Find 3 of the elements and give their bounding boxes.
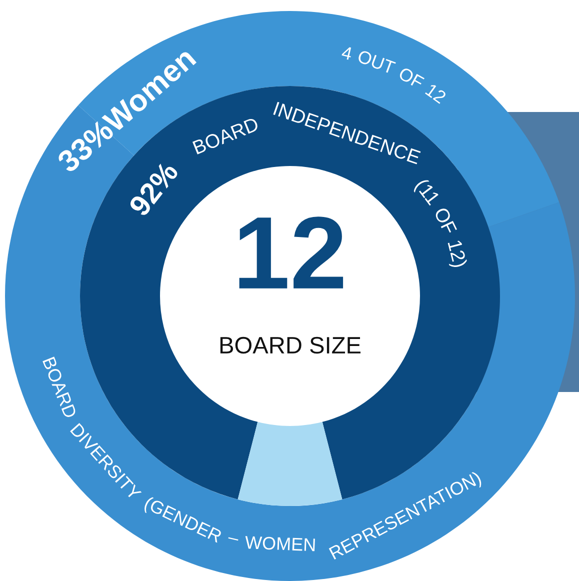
text: BOARD SIZE [220,336,360,354]
text: 12 [239,216,344,288]
text: 4 OUT OF 12 [341,46,447,104]
